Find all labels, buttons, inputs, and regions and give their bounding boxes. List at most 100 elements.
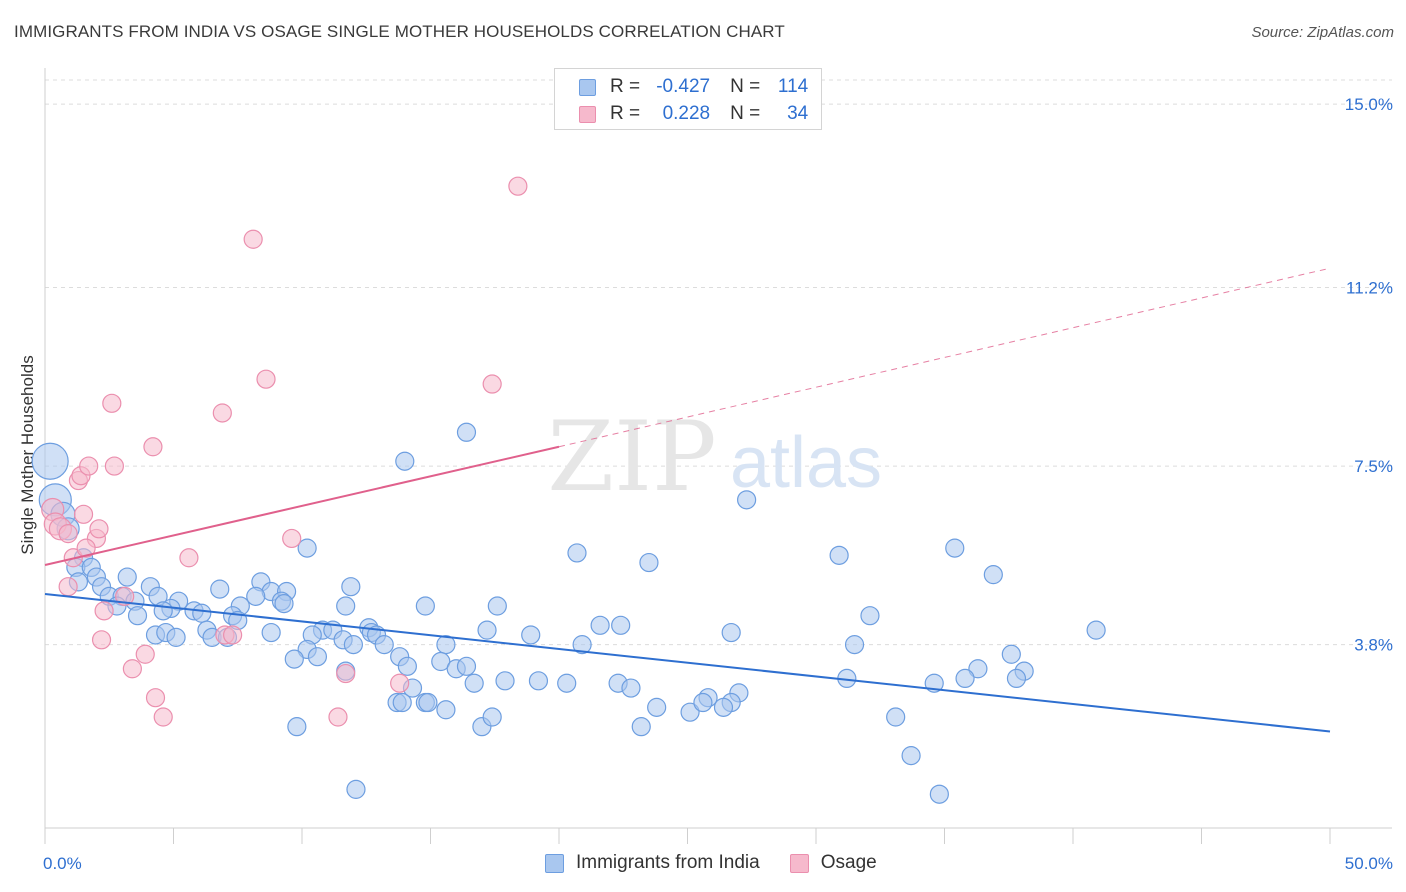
y-tick-label: 7.5% [1354,457,1393,476]
x-tick-label: 50.0% [1345,854,1393,873]
data-point [341,577,361,597]
legend-r-value: -0.427 [656,76,711,97]
data-point [261,622,281,643]
data-point [397,656,417,676]
data-point [179,548,199,568]
data-point [621,678,641,698]
data-point [115,586,135,606]
trend-line-osage [44,445,560,566]
trend-line-india [44,592,1331,733]
data-point [968,659,988,679]
data-point [89,519,109,539]
data-point [955,668,975,689]
series-immigrants-from-india [31,422,1106,804]
legend-swatch-blue [545,853,564,873]
data-point [246,586,266,606]
series-legend: Immigrants from India Osage [545,852,907,874]
data-point [395,451,415,471]
data-point [336,596,356,616]
data-point [482,374,502,394]
data-point [127,606,148,626]
x-tick-label: 0.0% [43,854,82,873]
data-point [737,490,757,510]
data-point [79,456,99,476]
data-point [307,647,328,667]
data-point [76,538,96,558]
y-tick-label: 15.0% [1345,95,1393,114]
data-point [844,635,865,655]
data-point [482,707,502,727]
data-point [192,603,212,623]
data-point [456,656,477,676]
data-point [721,622,741,643]
legend-item-india[interactable]: Immigrants from India [545,852,760,874]
data-point [143,437,163,457]
data-point [390,673,410,693]
data-point [436,700,456,720]
data-point [647,697,667,717]
data-point [1001,644,1021,664]
data-point [983,565,1003,585]
data-point [415,596,435,616]
watermark-atlas: atlas [730,423,882,503]
data-point [346,779,366,799]
watermark: ZIP atlas [547,401,882,513]
legend-row-osage: R = 0.228 N = 34 [579,102,808,126]
data-point [495,671,515,691]
data-point [122,659,142,679]
data-point [392,692,412,713]
legend-r-label: R = [610,103,641,124]
data-point [901,746,921,766]
data-point [58,524,78,544]
data-point [153,707,173,727]
y-tick-label: 11.2% [1346,279,1393,298]
trend-lines [44,267,1331,733]
data-point [374,635,394,655]
chart-title: IMMIGRANTS FROM INDIA VS OSAGE SINGLE MO… [14,22,785,41]
data-point [567,543,587,563]
data-point [31,442,69,480]
data-point [611,615,631,635]
data-point [336,663,356,684]
legend-item-osage[interactable]: Osage [789,852,877,874]
correlation-legend: R = -0.427 N = 114 R = 0.228 N = 34 [554,68,822,130]
data-point [521,625,541,645]
data-point [256,369,276,389]
data-point [328,707,348,727]
data-point [274,593,294,614]
axes [44,68,1392,844]
trend-line-osage-extension [558,267,1331,448]
data-point [73,504,94,524]
data-point [223,625,243,645]
legend-n-label: N = [730,76,761,97]
legend-label-india: Immigrants from India [576,852,760,873]
data-point [287,717,307,737]
data-point [456,422,477,442]
data-point [284,649,304,669]
data-point [166,627,186,647]
data-point [102,393,122,413]
data-point [282,528,302,549]
data-point [464,673,484,693]
data-point [297,538,317,558]
legend-n-value: 114 [777,76,809,97]
legend-swatch-blue [579,78,596,96]
data-point [153,601,173,621]
data-point [1006,668,1027,689]
data-point [886,707,906,727]
data-point [117,567,137,587]
data-point [639,552,659,573]
data-point [1086,620,1106,640]
data-point [528,671,549,691]
data-point [91,630,112,650]
data-point [693,692,713,713]
data-point [590,615,610,635]
data-point [557,673,577,693]
data-point [212,403,232,423]
legend-swatch-pink [789,853,809,873]
data-point [929,784,949,804]
data-point [829,545,849,565]
legend-label-osage: Osage [820,852,877,873]
legend-r-value: 0.228 [662,103,711,124]
